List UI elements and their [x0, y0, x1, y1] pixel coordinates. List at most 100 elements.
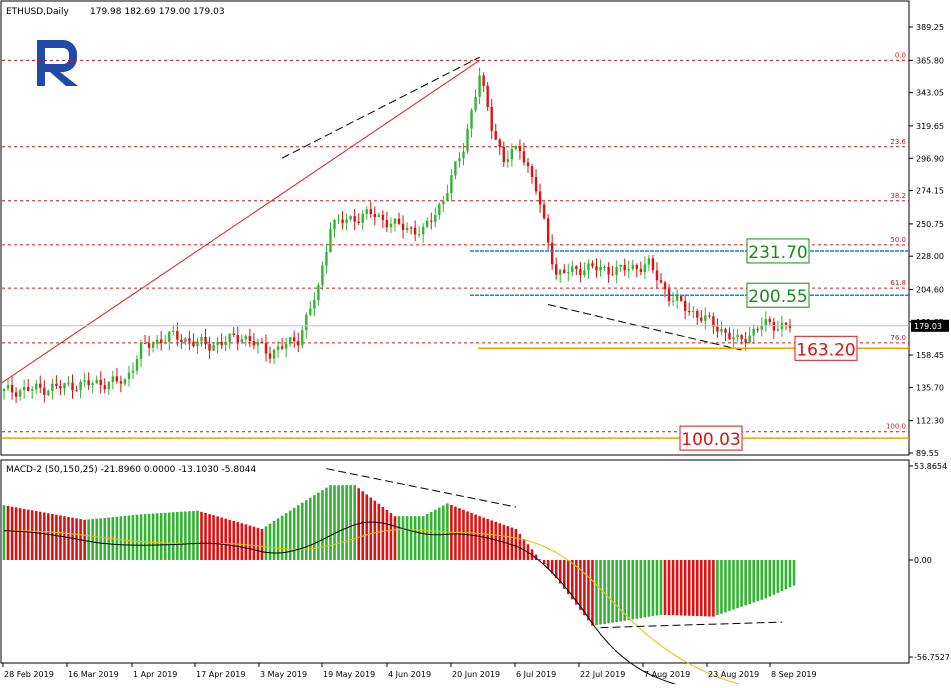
candle-body	[393, 218, 397, 224]
price-tick-label: 228.00	[916, 252, 944, 261]
candle-body	[264, 342, 268, 354]
candle-body	[611, 274, 614, 276]
trend-lines	[1, 56, 742, 384]
price-labels: 231.70 200.55 163.20 100.03	[2, 238, 909, 451]
candle-body	[534, 177, 538, 192]
candle-body	[417, 234, 421, 236]
candle-body	[176, 331, 179, 340]
macd-bar	[744, 560, 747, 606]
candle-body	[575, 266, 578, 269]
fib-level-label: 100.0	[886, 423, 906, 431]
candle-body	[659, 280, 663, 283]
macd-bar	[284, 513, 288, 560]
macd-bar	[365, 494, 369, 560]
candle-body	[587, 263, 590, 271]
candle-body	[333, 219, 336, 230]
macd-bar	[304, 500, 308, 560]
macd-bar	[83, 519, 86, 560]
time-tick-label: 3 May 2019	[260, 670, 307, 679]
macd-bar	[720, 560, 723, 614]
chart-ohlc: 179.98 182.69 179.00 179.03	[90, 7, 225, 17]
macd-bar	[454, 506, 457, 560]
candle-body	[236, 334, 239, 342]
macd-bar	[22, 508, 26, 560]
candle-body	[389, 223, 393, 228]
macd-main-line	[4, 521, 795, 688]
macd-tick-label: 53.8654	[914, 462, 947, 471]
candle-body	[10, 385, 14, 393]
price-tick-label: 296.90	[916, 154, 944, 163]
candle-body	[510, 149, 514, 160]
macd-bar	[736, 560, 739, 609]
candle-body	[373, 214, 377, 218]
macd-bar	[518, 534, 522, 560]
candle-body	[413, 227, 417, 235]
macd-bar	[417, 516, 421, 560]
fib-level-label: 0.0	[895, 51, 906, 59]
macd-bar	[623, 560, 627, 621]
candle-body	[224, 341, 227, 345]
candle-body	[47, 390, 50, 395]
price-panel-frame	[0, 0, 910, 456]
macd-bar	[647, 560, 651, 617]
macd-bar	[87, 519, 90, 560]
candle-body	[216, 341, 219, 346]
candle-body	[728, 332, 731, 340]
current-price-box	[911, 319, 949, 332]
macd-bar	[139, 514, 143, 560]
candle-body	[522, 151, 526, 163]
macd-bar	[546, 560, 550, 569]
candle-body	[482, 75, 485, 86]
price-tick-label: 158.45	[916, 351, 944, 360]
candle-body	[220, 341, 223, 345]
macd-bar	[615, 560, 618, 623]
macd-bar	[704, 560, 707, 617]
level-label-text: 163.20	[796, 340, 855, 360]
macd-bar	[671, 560, 675, 616]
candle-body	[430, 220, 433, 222]
candle-body	[337, 219, 340, 221]
macd-bar	[240, 523, 244, 560]
candle-body	[651, 258, 655, 271]
price-tick-label: 112.30	[916, 417, 944, 426]
candle-body	[155, 339, 159, 344]
candle-body	[478, 75, 481, 97]
macd-bar	[30, 510, 34, 560]
macd-bar	[571, 560, 574, 600]
candle-body	[490, 107, 493, 131]
candle-body	[688, 310, 691, 312]
time-tick-label: 8 Sep 2019	[771, 670, 817, 679]
macd-bar	[381, 506, 385, 560]
candle-body	[748, 335, 751, 343]
candle-body	[79, 381, 82, 391]
level-label-box	[679, 425, 743, 451]
macd-bar	[442, 505, 445, 560]
macd-bar	[643, 560, 647, 618]
macd-bar	[67, 516, 70, 560]
macd-bar	[438, 507, 441, 560]
candle-body	[514, 146, 518, 150]
macd-bar	[300, 502, 304, 560]
macd-bar	[51, 513, 54, 560]
macd-bar	[228, 519, 232, 560]
macd-bar	[6, 505, 10, 560]
macd-bar	[317, 492, 320, 560]
candle-body	[325, 252, 328, 266]
candle-body	[232, 333, 235, 335]
macd-bar	[784, 560, 788, 590]
candle-body	[554, 264, 558, 275]
candle-body	[563, 269, 566, 274]
candle-body	[260, 341, 264, 343]
roboforex-logo	[37, 40, 78, 86]
macd-bar	[510, 527, 514, 560]
level-label-text: 231.70	[748, 243, 807, 263]
macd-bar	[667, 560, 671, 616]
candle-body	[494, 130, 497, 140]
time-tick-label: 17 Apr 2019	[196, 670, 245, 679]
price-tick-label: 343.05	[916, 89, 944, 98]
candle-body	[696, 310, 699, 318]
macd-axis: 53.8654 0.00 -56.7527	[909, 462, 950, 662]
macd-bar	[353, 485, 356, 560]
macd-bar	[147, 513, 151, 560]
candle-body	[635, 264, 639, 269]
